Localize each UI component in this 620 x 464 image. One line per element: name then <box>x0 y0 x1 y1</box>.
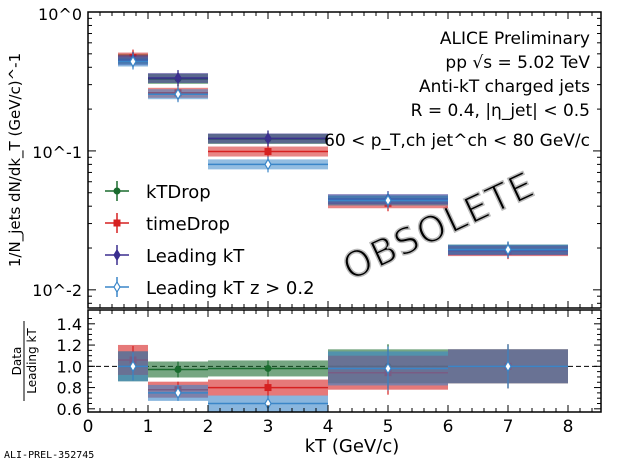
ratio-y-tick-label: 1.0 <box>57 357 82 376</box>
data-point <box>264 148 272 156</box>
legend-label: kTDrop <box>146 182 211 203</box>
x-tick-label: 5 <box>383 417 394 437</box>
legend-label: timeDrop <box>146 214 230 235</box>
ratio-y-tick-label: 0.8 <box>57 379 82 398</box>
data-point <box>174 71 182 85</box>
main-frame <box>87 11 602 309</box>
legend-marker <box>113 248 121 262</box>
ratio-point <box>264 364 272 372</box>
x-tick-label: 3 <box>263 417 274 437</box>
ratio-y-tick-label: 1.2 <box>57 336 82 355</box>
x-axis-label: kT (GeV/c) <box>305 436 399 457</box>
ratio-ylabel-denominator: Leading kT <box>25 328 39 394</box>
data-point <box>504 243 512 256</box>
y-tick-label-0-1: 10^-1 <box>32 143 82 162</box>
x-tick-label: 2 <box>203 417 214 437</box>
ratio-point <box>129 360 137 373</box>
annotation: Anti-kT charged jets <box>419 77 590 97</box>
legend-label: Leading kT z > 0.2 <box>146 278 315 299</box>
annotation: pp √s = 5.02 TeV <box>445 53 590 73</box>
annotation: ALICE Preliminary <box>440 29 590 49</box>
data-point <box>129 55 137 68</box>
ratio-ylabel-numerator: Data <box>10 347 24 376</box>
y-tick-label-0-01: 10^-2 <box>32 281 82 300</box>
ratio-y-tick-label: 0.6 <box>57 400 82 419</box>
x-tick-label: 6 <box>443 417 454 437</box>
data-point <box>384 194 392 207</box>
ratio-y-tick-label: 1.4 <box>57 315 82 334</box>
x-tick-label: 1 <box>143 417 154 437</box>
annotation: 60 < p_T,ch jet^ch < 80 GeV/c <box>324 131 590 151</box>
footer-id: ALI-PREL-352745 <box>4 450 94 461</box>
ratio-point <box>384 362 392 375</box>
data-point <box>264 132 272 145</box>
watermark: OBSOLETE <box>337 164 542 289</box>
x-tick-label: 8 <box>563 417 574 437</box>
data-point <box>174 88 182 101</box>
ratio-y-axis-label: Data Leading kT <box>10 321 39 401</box>
legend-marker <box>113 280 121 294</box>
x-tick-label: 4 <box>323 417 334 437</box>
data-point <box>264 158 272 171</box>
ratio-point <box>174 366 182 373</box>
annotation: R = 0.4, |η_jet| < 0.5 <box>411 101 590 121</box>
legend-marker <box>113 219 121 227</box>
ratio-point <box>174 386 182 400</box>
y-tick-label-1: 10^0 <box>38 5 82 24</box>
x-tick-label: 7 <box>503 417 514 437</box>
x-tick-label: 0 <box>83 417 94 437</box>
ratio-point <box>504 360 512 373</box>
ratio-point <box>264 384 272 392</box>
y-axis-label: 1/N_jets dN/dk_T (GeV/c)^-1 <box>6 53 25 267</box>
legend-label: Leading kT <box>146 246 245 267</box>
legend-marker <box>113 187 121 195</box>
